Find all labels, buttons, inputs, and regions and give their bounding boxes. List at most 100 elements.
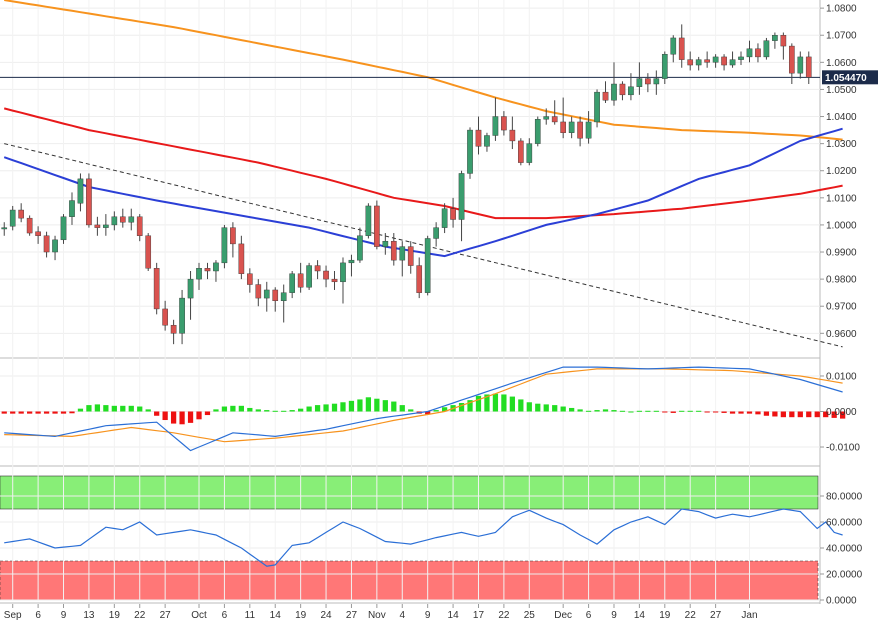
moving-averages bbox=[0, 0, 843, 348]
candle-body bbox=[450, 208, 456, 220]
macd-histogram-bar bbox=[1, 411, 7, 414]
candle-body bbox=[365, 205, 372, 236]
macd-histogram-bar bbox=[391, 401, 397, 412]
macd-histogram-bar bbox=[797, 411, 803, 418]
macd-histogram-bar bbox=[492, 393, 499, 412]
macd-histogram-bar bbox=[645, 410, 651, 412]
trendline bbox=[4, 143, 843, 348]
macd-histogram-bar bbox=[823, 411, 829, 418]
candle-body bbox=[77, 178, 84, 204]
macd-histogram-bar bbox=[653, 410, 659, 412]
macd-histogram-bar bbox=[814, 411, 820, 418]
macd-histogram-bar bbox=[162, 411, 168, 421]
candle-body bbox=[331, 278, 338, 283]
x-axis-tick-label: 9 bbox=[61, 610, 67, 621]
rsi-axis-tick-label: 20.0000 bbox=[826, 570, 863, 581]
candle-body bbox=[272, 289, 279, 302]
x-axis-labels: Sep 6 9 13 19 22 27 Oct 6 11 14 19 24 27 Nov 4 9 14 17 22 25… bbox=[4, 604, 758, 621]
candle-body bbox=[162, 308, 168, 326]
macd-histogram-bar bbox=[712, 411, 719, 413]
candle-body bbox=[475, 129, 482, 147]
macd-histogram-bar bbox=[569, 407, 575, 412]
macd-histogram-bar bbox=[526, 402, 532, 412]
x-axis-tick-label: Nov bbox=[368, 610, 386, 621]
rsi-axis-tick-label: 40.0000 bbox=[826, 544, 863, 555]
macd-histogram-bar bbox=[289, 410, 295, 412]
macd-axis-tick-label: -0.0100 bbox=[826, 443, 860, 454]
candle-body bbox=[306, 265, 312, 288]
x-axis-tick-label: Sep bbox=[4, 610, 22, 621]
candle-body bbox=[585, 121, 592, 139]
macd-histogram-bar bbox=[52, 411, 58, 414]
x-axis-tick-label: 27 bbox=[710, 610, 722, 621]
candle-body bbox=[170, 324, 177, 334]
macd-histogram-bar bbox=[602, 409, 609, 412]
candle-body bbox=[721, 56, 727, 66]
macd-histogram-bar bbox=[475, 395, 482, 412]
macd-histogram-bar bbox=[831, 411, 837, 418]
candle-body bbox=[52, 239, 58, 253]
candle-body bbox=[43, 235, 50, 253]
macd-histogram-bar bbox=[763, 411, 770, 416]
price-axis-tick-label: 1.0300 bbox=[826, 139, 857, 150]
x-axis-tick-label: 6 bbox=[35, 610, 41, 621]
price-axis-tick-label: 0.9900 bbox=[826, 248, 857, 259]
x-axis-tick-label: 27 bbox=[346, 610, 358, 621]
candle-body bbox=[611, 83, 617, 101]
rsi-axis-tick-label: 80.0000 bbox=[826, 492, 863, 503]
macd-histogram-bar bbox=[187, 411, 194, 423]
macd-histogram-bar bbox=[154, 411, 160, 416]
candle-body bbox=[196, 268, 202, 280]
candle-body bbox=[94, 224, 101, 228]
macd-histogram-bar bbox=[340, 402, 346, 412]
x-axis-tick-label: 9 bbox=[611, 610, 617, 621]
macd-histogram-bar bbox=[433, 410, 439, 412]
candle-body bbox=[577, 121, 583, 139]
candle-body bbox=[467, 129, 473, 174]
macd-histogram-bar bbox=[69, 411, 75, 414]
rsi-oversold-zone bbox=[0, 560, 819, 601]
macd-signal-line bbox=[4, 368, 843, 443]
x-axis-tick-label: 22 bbox=[134, 610, 146, 621]
macd-histogram-bar bbox=[10, 411, 16, 414]
macd-histogram-bar bbox=[128, 405, 134, 412]
candle-body bbox=[805, 56, 812, 78]
candle-body bbox=[399, 246, 406, 261]
grid-lines bbox=[0, 0, 820, 601]
macd-histogram-bar bbox=[408, 409, 414, 412]
candle-body bbox=[661, 53, 668, 79]
candle-body bbox=[255, 284, 262, 299]
macd-histogram-bar bbox=[204, 411, 211, 416]
candle-body bbox=[60, 216, 67, 241]
macd-histogram-bar bbox=[179, 411, 185, 425]
candle-body bbox=[289, 273, 295, 293]
rsi-axis-tick-label: 60.0000 bbox=[826, 518, 863, 529]
macd-histogram-bar bbox=[594, 410, 600, 412]
sma-slow-line bbox=[4, 0, 843, 141]
rsi-overbought-zone bbox=[0, 475, 819, 510]
candle-body bbox=[636, 78, 643, 87]
candle-body bbox=[602, 91, 609, 101]
price-axis-tick-label: 1.0000 bbox=[826, 220, 857, 231]
macd-histogram-bar bbox=[518, 399, 524, 412]
macd-histogram-bar bbox=[738, 411, 744, 414]
macd-histogram-bar bbox=[170, 411, 177, 424]
candle-body bbox=[704, 59, 710, 63]
candle-body bbox=[712, 56, 719, 63]
candle-body bbox=[501, 116, 507, 131]
macd-histogram-bar bbox=[272, 410, 278, 412]
macd-histogram-bar bbox=[840, 411, 846, 419]
last-price-badge bbox=[822, 70, 878, 85]
candle-body bbox=[526, 143, 533, 163]
rsi-zones bbox=[0, 475, 819, 601]
candle-body bbox=[433, 227, 439, 239]
candle-body bbox=[687, 59, 694, 66]
candle-body bbox=[263, 289, 270, 299]
candle-body bbox=[746, 48, 753, 58]
price-axis-tick-label: 0.9600 bbox=[826, 329, 857, 340]
macd-axis-tick-label: 0.0000 bbox=[826, 407, 857, 418]
macd-histogram-bar bbox=[441, 407, 448, 412]
macd-histogram-bar bbox=[484, 394, 490, 412]
candle-body bbox=[763, 40, 770, 58]
macd-histogram-bar bbox=[43, 411, 50, 414]
